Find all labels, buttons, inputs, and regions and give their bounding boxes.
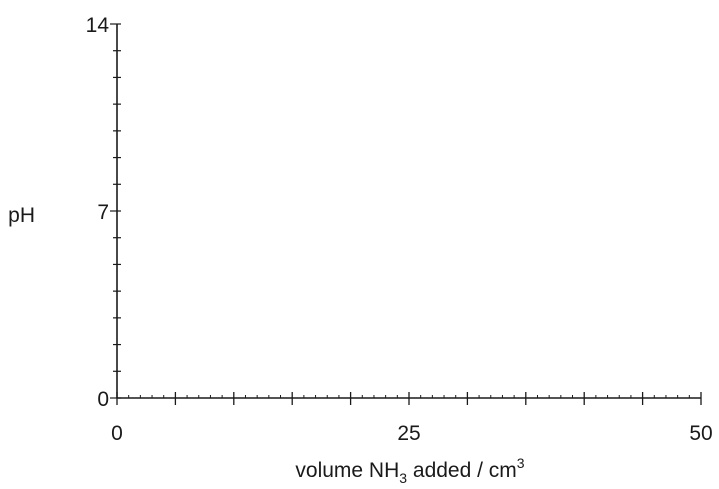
y-tick-label: 7 — [97, 201, 109, 224]
x-axis-label-unit: added / cm — [407, 459, 517, 482]
x-tick-label: 0 — [111, 422, 123, 445]
x-tick-label: 50 — [689, 422, 712, 445]
x-tick-label: 25 — [397, 422, 420, 445]
x-axis-label-superscript: 3 — [517, 455, 525, 471]
y-tick-labels: 0 7 14 — [86, 14, 110, 411]
y-axis-label: pH — [8, 204, 35, 227]
x-axis-label: volume NH3 added / cm3 — [295, 455, 524, 486]
x-tick-labels: 0 25 50 — [111, 422, 713, 445]
y-ticks — [110, 23, 121, 399]
y-tick-label: 14 — [86, 14, 110, 37]
x-axis-label-text: volume NH — [295, 459, 399, 482]
x-axis-label-subscript: 3 — [399, 470, 407, 486]
y-tick-label: 0 — [97, 388, 109, 411]
